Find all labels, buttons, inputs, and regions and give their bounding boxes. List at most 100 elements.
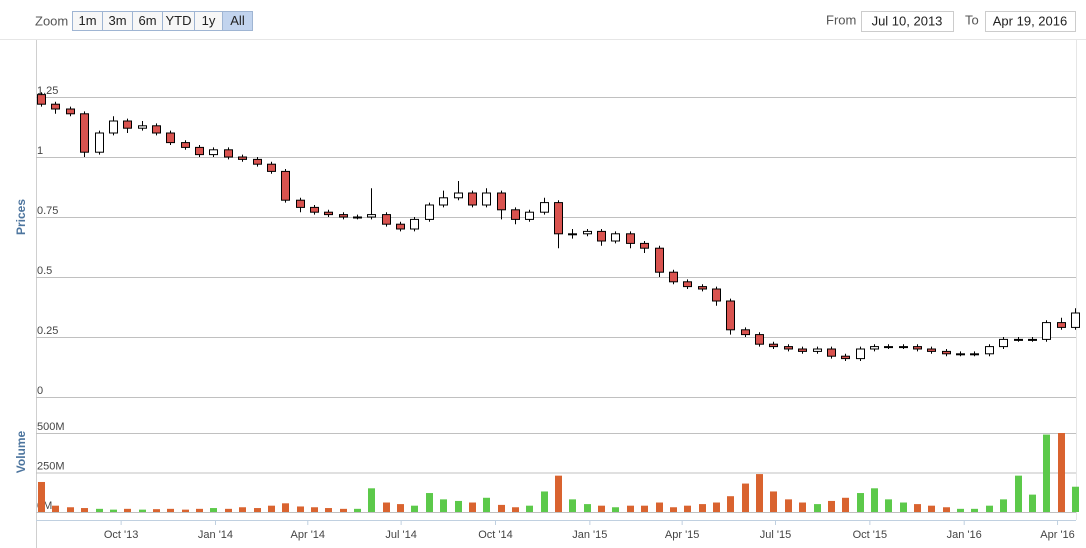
- candle-body: [80, 113, 89, 153]
- volume-bar: [1015, 475, 1022, 512]
- y-tick-label: 0.5: [37, 265, 52, 277]
- candle-body: [942, 350, 951, 355]
- candle-body: [927, 348, 936, 352]
- candle-body: [166, 132, 175, 144]
- candle-body: [784, 346, 793, 350]
- candle-body: [267, 163, 276, 172]
- candle-body: [741, 329, 750, 336]
- zoom-button-label[interactable]: YTD: [166, 13, 192, 28]
- volume-bar: [397, 504, 404, 512]
- volume-bar: [957, 508, 964, 512]
- candle-body: [798, 348, 807, 352]
- candle-body: [396, 223, 405, 230]
- volume-bar: [857, 493, 864, 512]
- candle-body: [554, 202, 563, 235]
- volume-bar: [512, 507, 519, 512]
- y-tick-label: 0: [37, 385, 43, 397]
- zoom-button-label[interactable]: 6m: [138, 13, 156, 28]
- candle-body: [209, 149, 218, 156]
- volume-bar: [555, 475, 562, 512]
- candle-body: [1057, 322, 1066, 328]
- candle-body: [726, 300, 735, 331]
- candle-body: [913, 346, 922, 350]
- x-tick-label: Jan '15: [572, 529, 607, 541]
- volume-bar: [110, 509, 117, 512]
- candle-body: [525, 211, 534, 220]
- volume-bar: [311, 507, 318, 512]
- volume-bar: [325, 508, 332, 512]
- x-tick-label: Oct '13: [104, 529, 139, 541]
- y-tick-label: 1: [37, 145, 43, 157]
- candle-body: [611, 233, 620, 242]
- candle-body: [353, 216, 362, 219]
- volume-bar: [656, 502, 663, 512]
- volume-bar: [1058, 433, 1065, 512]
- volume-bar: [569, 499, 576, 512]
- volume-bar: [814, 504, 821, 512]
- candle-body: [152, 125, 161, 134]
- volume-bar: [498, 504, 505, 512]
- candle-body: [425, 204, 434, 220]
- volume-bar: [297, 506, 304, 512]
- volume-bar: [440, 499, 447, 512]
- candle-body: [1042, 322, 1051, 340]
- from-label: From: [826, 12, 856, 27]
- candle-body: [95, 132, 104, 153]
- volume-bar: [1029, 494, 1036, 512]
- zoom-button-label[interactable]: 1y: [202, 13, 216, 28]
- candle-body: [138, 125, 147, 129]
- candle-body: [626, 233, 635, 244]
- volume-bar: [383, 502, 390, 512]
- candle-body: [51, 103, 60, 110]
- candle-body: [181, 142, 190, 148]
- zoom-button-label[interactable]: 3m: [108, 13, 126, 28]
- to-input[interactable]: [985, 11, 1076, 32]
- volume-bar: [785, 499, 792, 512]
- x-tick-label: Apr '14: [291, 529, 326, 541]
- volume-bar: [756, 474, 763, 512]
- candle-body: [468, 192, 477, 206]
- volume-bar: [541, 491, 548, 512]
- volume-bar: [928, 505, 935, 512]
- zoom-button-label[interactable]: 1m: [78, 13, 96, 28]
- volume-bar: [210, 508, 217, 512]
- zoom-button-label[interactable]: All: [230, 13, 245, 28]
- candle-body: [339, 214, 348, 218]
- from-value[interactable]: Jul 10, 2013: [872, 13, 943, 28]
- volume-bar: [684, 505, 691, 512]
- volume-bar: [455, 500, 462, 512]
- x-tick-label: Jan '14: [198, 529, 233, 541]
- volume-bar: [139, 509, 146, 512]
- volume-bar: [641, 505, 648, 512]
- candle-body: [970, 353, 979, 356]
- volume-bar: [268, 505, 275, 512]
- volume-bar: [986, 505, 993, 512]
- x-tick-label: Jul '14: [385, 529, 416, 541]
- candle-body: [66, 108, 75, 115]
- volume-bar: [584, 504, 591, 512]
- volume-bar: [340, 508, 347, 512]
- volume-bar: [239, 507, 246, 512]
- to-value[interactable]: Apr 19, 2016: [993, 13, 1067, 28]
- candle-body: [856, 348, 865, 360]
- candle-body: [712, 288, 721, 302]
- volume-bar: [1000, 499, 1007, 512]
- zoom-label: Zoom: [35, 13, 68, 28]
- candle-body: [640, 242, 649, 249]
- volume-bar: [842, 497, 849, 512]
- candle-body: [583, 230, 592, 235]
- candle-body: [439, 197, 448, 206]
- candle-body: [281, 170, 290, 201]
- from-input[interactable]: [861, 11, 954, 32]
- volume-bar: [713, 502, 720, 512]
- candle-body: [870, 346, 879, 350]
- candle-body: [1028, 338, 1037, 341]
- candle-body: [956, 353, 965, 356]
- volume-bar: [182, 509, 189, 512]
- volume-bar: [742, 483, 749, 512]
- volume-bar: [526, 505, 533, 512]
- y-tick-label: 0.25: [37, 325, 58, 337]
- zoom-button[interactable]: [222, 11, 253, 31]
- y-tick-label: 0.75: [37, 205, 58, 217]
- volume-bar: [699, 504, 706, 512]
